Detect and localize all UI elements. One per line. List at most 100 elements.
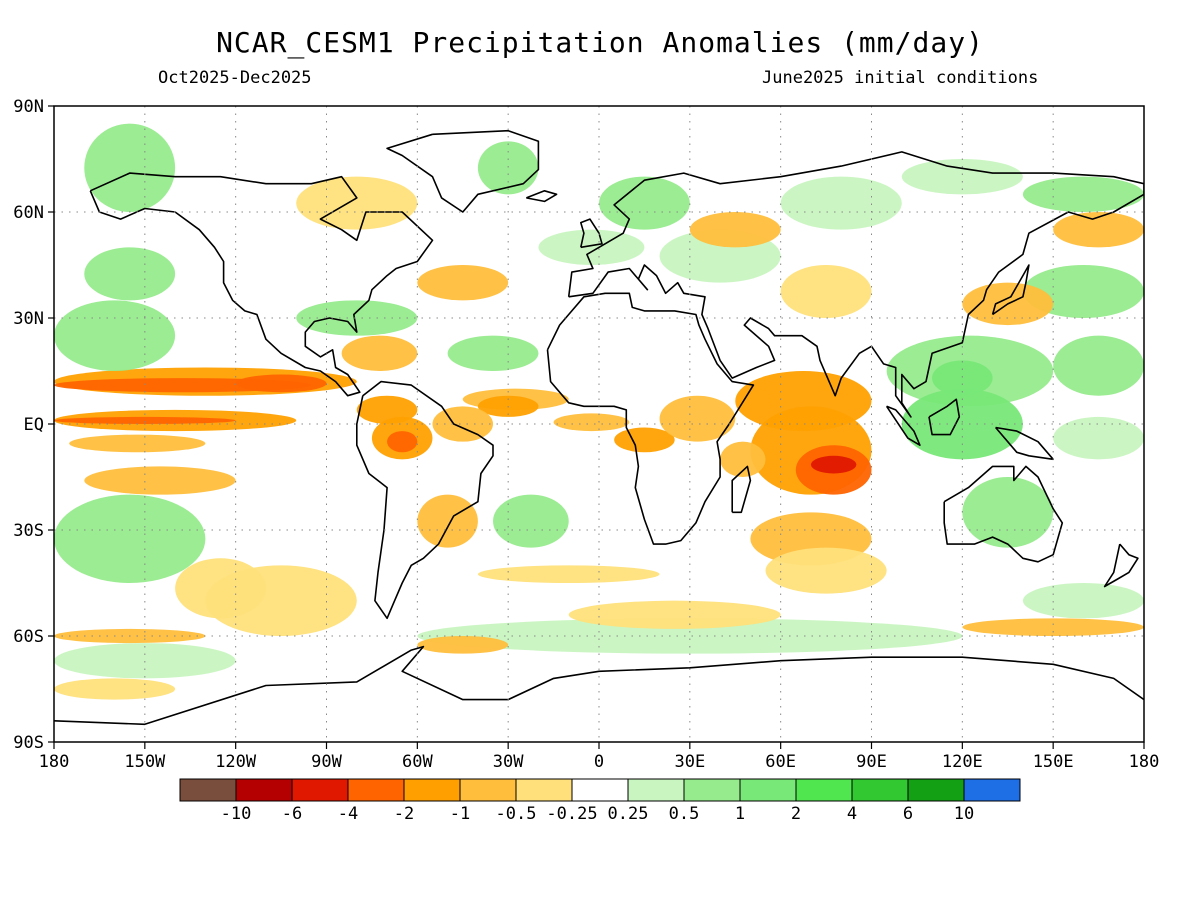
colorbar-swatch [459, 778, 517, 802]
anomaly-region [659, 395, 736, 442]
anomaly-region [765, 547, 887, 594]
lon-tick-label: 150W [124, 752, 166, 772]
colorbar-swatch [571, 778, 629, 802]
anomaly-region [932, 360, 993, 396]
anomaly-region [341, 335, 418, 372]
axis-ticks: 180 150W 120W 90W 60W 30W 0 30E 60E 90E 120E 150E 18… [13, 97, 1159, 772]
anomaly-region [1022, 176, 1144, 212]
lat-tick-label: EQ [24, 415, 44, 435]
colorbar-swatch [347, 778, 405, 802]
anomaly-region [901, 159, 1023, 195]
colorbar-label: -1 [450, 804, 470, 824]
anomaly-region [493, 494, 569, 548]
colorbar-label: -4 [338, 804, 358, 824]
lon-tick-label: 60W [402, 752, 433, 772]
precipitation-anomaly-map: 180 150W 120W 90W 60W 30W 0 30E 60E 90E 120E 150E 18… [13, 97, 1159, 772]
colorbar-swatch [291, 778, 349, 802]
colorbar-label: -0.25 [546, 804, 597, 824]
colorbar-swatch [795, 778, 853, 802]
anomaly-region [1022, 265, 1144, 318]
lat-tick-label: 30S [13, 521, 44, 541]
coastline-africa [546, 292, 755, 545]
coastline-antarctica [54, 645, 1144, 726]
lon-tick-label: 30W [493, 752, 524, 772]
coastlines [54, 129, 1144, 726]
colorbar-swatch [851, 778, 909, 802]
colorbar-label: 0.5 [669, 804, 700, 824]
coastline-new-zealand [1103, 543, 1139, 588]
anomaly-region [477, 565, 660, 584]
lat-tick-label: 60S [13, 627, 44, 647]
anomaly-region [538, 229, 645, 265]
anomaly-region [599, 176, 690, 230]
anomaly-region [417, 618, 963, 654]
coastline-japan [991, 264, 1030, 316]
lon-tick-label: 120E [942, 752, 983, 772]
colorbar-swatch [963, 778, 1021, 802]
anomaly-region [417, 265, 509, 301]
anomaly-region [54, 643, 236, 679]
anomaly-region [568, 600, 781, 629]
colorbar-swatch [739, 778, 797, 802]
initial-conditions: June2025 initial conditions [762, 68, 1039, 88]
colorbar-swatch [403, 778, 461, 802]
anomaly-region [962, 618, 1144, 637]
colorbar-label: -6 [282, 804, 302, 824]
lat-tick-label: 90N [13, 97, 44, 117]
lon-tick-label: 60E [765, 752, 796, 772]
anomaly-region [689, 212, 781, 248]
coastline-borneo [928, 398, 961, 436]
colorbar-label: 0.25 [608, 804, 649, 824]
colorbar-label: -2 [394, 804, 414, 824]
anomaly-fields [54, 123, 1144, 700]
anomaly-region [1053, 335, 1144, 396]
lat-tick-label: 30N [13, 309, 44, 329]
anomaly-region [235, 374, 327, 393]
coastline-madagascar [731, 465, 752, 514]
anomaly-region [417, 494, 478, 548]
colorbar-label: -0.5 [496, 804, 537, 824]
anomaly-region [1053, 212, 1144, 248]
anomaly-region [720, 441, 766, 478]
coastline-iceland [526, 190, 558, 203]
colorbar-label: -10 [221, 804, 252, 824]
lon-tick-label: 120W [215, 752, 257, 772]
lon-tick-label: 30E [674, 752, 705, 772]
lon-tick-label: 0 [594, 752, 604, 772]
coastline-british-isles [579, 218, 603, 249]
anomaly-region [69, 434, 206, 453]
colorbar-label: 6 [903, 804, 913, 824]
colorbar-swatch [515, 778, 573, 802]
anomaly-region [417, 636, 509, 654]
anomaly-region [84, 247, 176, 301]
coastline-greenland [386, 129, 540, 213]
coastline-north-america [89, 172, 434, 397]
lon-tick-label: 90E [856, 752, 887, 772]
anomaly-region [84, 123, 176, 212]
colorbar-swatch [907, 778, 965, 802]
colorbar-swatch [235, 778, 293, 802]
colorbar-label: 2 [791, 804, 801, 824]
colorbar-swatch [627, 778, 685, 802]
coastline-south-america [355, 380, 494, 620]
anomaly-region [54, 494, 206, 583]
colorbar-label: 10 [954, 804, 974, 824]
anomaly-region [1053, 416, 1144, 460]
map-title: NCAR_CESM1 Precipitation Anomalies (mm/d… [216, 26, 984, 59]
anomaly-region [447, 335, 539, 372]
colorbar-swatch [179, 778, 237, 802]
anomaly-region [175, 558, 266, 619]
anomaly-region [477, 141, 539, 195]
anomaly-region [553, 413, 630, 432]
anomaly-region [54, 416, 236, 424]
colorbar-label: 4 [847, 804, 857, 824]
anomaly-region [387, 431, 418, 453]
forecast-period: Oct2025-Dec2025 [158, 68, 312, 88]
lon-tick-label: 180 [1129, 752, 1160, 772]
lon-tick-label: 90W [311, 752, 342, 772]
coastline-sumatra [885, 405, 921, 447]
lon-tick-label: 180 [39, 752, 70, 772]
anomaly-region [780, 265, 872, 318]
lon-tick-label: 150E [1033, 752, 1074, 772]
